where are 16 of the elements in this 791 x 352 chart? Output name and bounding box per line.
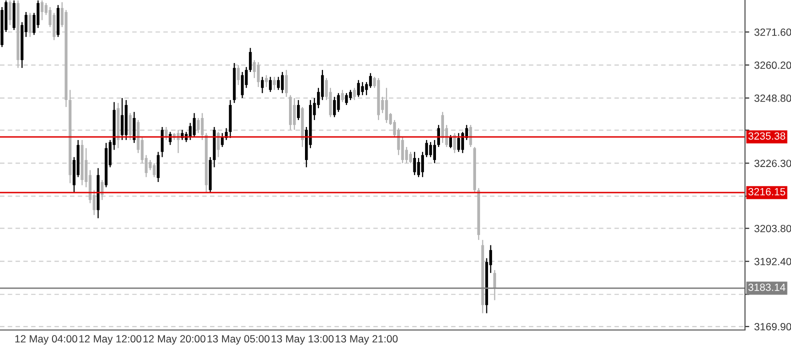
y-tick-label: 3226.30 <box>754 160 791 168</box>
y-tick-label: 3248.80 <box>754 94 791 102</box>
x-tick-label: 12 May 20:00 <box>143 335 206 345</box>
y-tick-label: 3169.90 <box>754 323 791 330</box>
x-tick-label: 12 May 12:00 <box>79 335 142 345</box>
y-tick-label: 3271.60 <box>754 28 791 36</box>
y-tick-label: 3260.20 <box>754 62 791 69</box>
x-tick-label: 12 May 04:00 <box>15 335 78 345</box>
y-tick-label: 3203.80 <box>754 224 791 232</box>
ref-line-label: 3235.38 <box>748 132 786 140</box>
x-tick-label: 13 May 21:00 <box>336 335 398 345</box>
x-tick-label: 13 May 13:00 <box>272 335 334 345</box>
ref-line-label: 3216.15 <box>748 188 786 196</box>
y-tick-label: 3192.40 <box>754 258 791 266</box>
x-tick-label: 13 May 05:00 <box>208 335 270 345</box>
ref-line-label: 3183.14 <box>748 284 786 291</box>
